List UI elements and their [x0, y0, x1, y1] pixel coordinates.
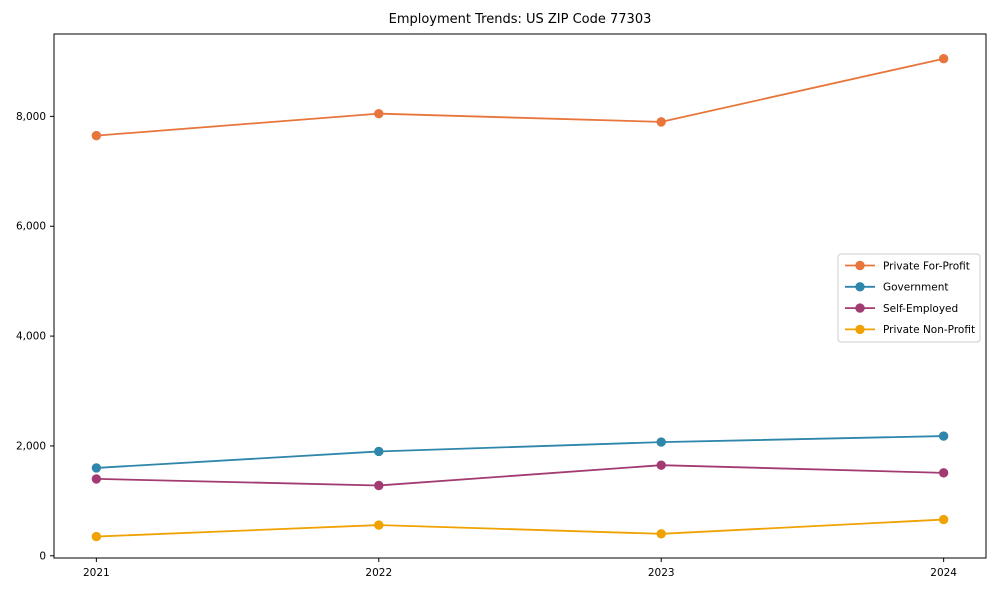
- y-tick-label: 4,000: [16, 331, 46, 343]
- legend-label-private-non-profit: Private Non-Profit: [883, 324, 975, 336]
- legend-label-government: Government: [883, 282, 948, 294]
- legend-box: [837, 253, 981, 343]
- data-point-private-for-profit: [374, 108, 384, 119]
- legend-label-self-employed: Self-Employed: [883, 303, 958, 315]
- y-tick-label: 6,000: [16, 221, 46, 233]
- legend: Private For-Profit Government Self-Employe…: [837, 253, 981, 343]
- data-point-self-employed: [938, 468, 949, 478]
- series-line-private-non-profit: [95, 518, 945, 538]
- legend-marker-private-for-profit: [855, 260, 865, 271]
- data-point-private-for-profit: [656, 117, 666, 127]
- data-point-self-employed: [374, 480, 384, 491]
- data-point-self-employed: [656, 460, 666, 470]
- x-tick-label: 2024: [930, 567, 957, 579]
- y-tick-label: 0: [39, 550, 46, 562]
- series-line-government: [95, 435, 945, 469]
- data-point-government: [374, 446, 384, 457]
- data-point-self-employed: [91, 474, 102, 484]
- data-point-private-non-profit: [374, 520, 384, 530]
- data-point-private-for-profit: [938, 54, 949, 64]
- y-tick-label: 8,000: [16, 111, 46, 123]
- legend-marker-self-employed: [855, 303, 865, 313]
- data-point-private-non-profit: [938, 514, 949, 525]
- legend-marker-government: [855, 282, 865, 292]
- legend-marker-private-non-profit: [855, 324, 865, 335]
- axes-frame: [53, 33, 987, 559]
- series-line-self-employed: [95, 464, 945, 487]
- x-tick-label: 2022: [365, 567, 392, 579]
- series-line-private-for-profit: [95, 57, 945, 137]
- x-tick-label: 2023: [648, 567, 675, 579]
- y-tick-label: 2,000: [16, 440, 46, 452]
- data-point-government: [91, 463, 102, 473]
- data-point-private-for-profit: [91, 130, 102, 141]
- chart-title: Employment Trends: US ZIP Code 77303: [388, 12, 652, 27]
- data-point-private-non-profit: [656, 529, 666, 539]
- data-point-private-non-profit: [91, 531, 102, 542]
- data-point-government: [938, 431, 949, 441]
- legend-label-private-for-profit: Private For-Profit: [883, 260, 970, 272]
- x-tick-label: 2021: [83, 567, 110, 579]
- data-point-government: [656, 437, 666, 447]
